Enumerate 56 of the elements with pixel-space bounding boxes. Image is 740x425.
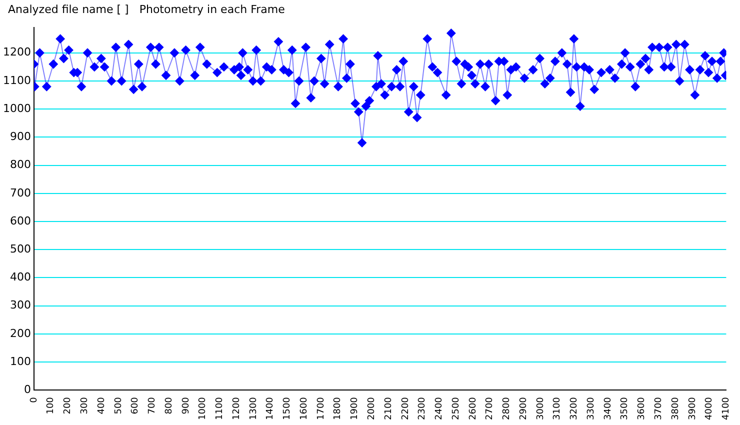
x-tick-label: 800 (164, 396, 174, 414)
x-tick-label: 2300 (418, 396, 428, 420)
x-tick-label: 1800 (333, 396, 344, 420)
x-tick-label: 0 (29, 396, 40, 403)
x-tick-label: 2700 (485, 396, 496, 420)
x-tick-label: 2200 (400, 396, 411, 420)
x-tick-label: 500 (114, 396, 124, 414)
x-tick-label: 3400 (603, 396, 614, 420)
y-tick-label: 900 (10, 130, 31, 144)
y-tick-label: 500 (10, 242, 31, 256)
x-tick-label: 3200 (570, 396, 580, 420)
x-tick-label: 2100 (384, 396, 394, 420)
chart-title: Analyzed file name [ ] Photometry in each Frame (8, 3, 285, 16)
x-tick-label: 100 (46, 396, 56, 414)
y-tick-label: 600 (10, 214, 31, 228)
x-tick-label: 1700 (316, 396, 326, 420)
x-tick-label: 1600 (299, 396, 310, 420)
x-tick-label: 700 (148, 396, 158, 414)
x-tick-label: 3500 (620, 396, 630, 420)
x-tick-label: 3700 (654, 396, 664, 420)
y-tick-label: 200 (10, 326, 31, 340)
y-tick-label: 300 (10, 298, 31, 312)
x-tick-label: 1000 (198, 396, 208, 420)
x-tick-label: 2800 (502, 396, 512, 420)
x-tick-label: 2400 (434, 396, 445, 420)
x-tick-label: 1900 (350, 396, 360, 420)
x-tick-label: 300 (80, 396, 90, 414)
y-tick-label: 0 (24, 382, 31, 396)
x-tick-label: 4100 (722, 396, 732, 420)
x-tick-label: 400 (96, 396, 107, 414)
x-tick-label: 1500 (282, 396, 293, 420)
y-tick-label: 1200 (2, 46, 31, 59)
x-tick-label: 3300 (586, 396, 596, 420)
x-tick-label: 900 (181, 396, 192, 414)
x-tick-label: 2000 (367, 396, 377, 420)
y-tick-label: 800 (10, 158, 31, 172)
x-tick-label: 2600 (468, 396, 478, 420)
x-tick-label: 1400 (266, 396, 276, 420)
y-tick-label: 1000 (2, 102, 31, 115)
x-tick-label: 3000 (536, 396, 546, 420)
x-tick-label: 200 (63, 396, 74, 414)
y-tick-label: 400 (10, 270, 31, 284)
y-tick-label: 1100 (2, 74, 31, 87)
x-tick-label: 600 (130, 396, 141, 414)
y-tick-label: 700 (10, 186, 31, 200)
x-tick-label: 1300 (248, 396, 259, 420)
x-tick-label: 3900 (688, 396, 698, 420)
x-tick-label: 1200 (232, 396, 242, 420)
y-tick-label: 100 (10, 354, 31, 368)
x-tick-label: 2500 (451, 396, 462, 420)
x-tick-label: 4000 (704, 396, 715, 420)
x-tick-label: 3100 (552, 396, 563, 420)
x-tick-label: 1100 (215, 396, 226, 420)
x-tick-label: 2900 (518, 396, 529, 420)
x-tick-label: 3800 (670, 396, 681, 420)
x-tick-label: 3600 (637, 396, 648, 420)
